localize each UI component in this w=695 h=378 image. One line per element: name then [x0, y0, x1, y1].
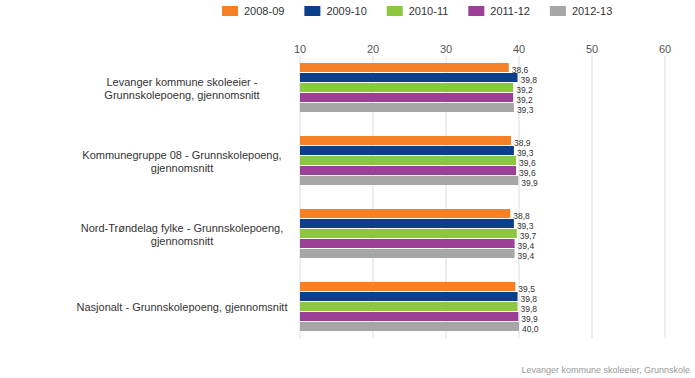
data-label: 39,8 — [521, 304, 538, 314]
tick-label: 40 — [513, 43, 525, 55]
data-label: 39,7 — [520, 231, 537, 241]
bar — [300, 239, 515, 248]
legend-label: 2011-12 — [490, 5, 530, 17]
category-line: Nasjonalt - Grunnskolepoeng, gjennomsnit… — [77, 301, 288, 313]
legend-entry: 2011-12 — [468, 5, 530, 17]
tick-label: 10 — [294, 43, 306, 55]
data-label: 39,5 — [518, 284, 535, 294]
bar — [300, 136, 511, 145]
bar — [300, 156, 516, 165]
bars — [300, 63, 519, 331]
legend-entry: 2009-10 — [304, 5, 366, 17]
category-label: Kommunegruppe 08 - Grunnskolepoeng,gjenn… — [82, 149, 281, 174]
tick-label: 20 — [367, 43, 379, 55]
tick-label: 30 — [440, 43, 452, 55]
bar — [300, 292, 518, 301]
data-label: 39,2 — [516, 85, 533, 95]
category-line: gjennomsnitt — [151, 162, 213, 174]
data-label: 39,3 — [517, 221, 534, 231]
bar — [300, 73, 518, 82]
data-label: 38,8 — [513, 211, 530, 221]
bar — [300, 103, 514, 112]
legend-entry: 2012-13 — [550, 5, 612, 17]
data-label: 39,4 — [518, 251, 535, 261]
legend-label: 2009-10 — [326, 5, 366, 17]
data-label: 38,9 — [514, 138, 531, 148]
grid-line — [592, 56, 593, 338]
data-label: 39,4 — [518, 241, 535, 251]
data-label: 39,9 — [521, 178, 538, 188]
data-label: 39,3 — [517, 105, 534, 115]
legend-label: 2010-11 — [409, 5, 449, 17]
data-label: 38,6 — [512, 65, 529, 75]
bar — [300, 166, 516, 175]
bar — [300, 219, 514, 228]
category-line: gjennomsnitt — [151, 235, 213, 247]
legend-entry: 2008-09 — [222, 5, 284, 17]
legend-label: 2012-13 — [572, 5, 612, 17]
category-line: Grunnskolepoeng, gjennomsnitt — [104, 89, 259, 101]
legend-swatch — [387, 6, 403, 16]
tick-label: 60 — [659, 43, 671, 55]
bar — [300, 63, 509, 72]
bar — [300, 83, 513, 92]
legend-entry: 2010-11 — [387, 5, 449, 17]
data-label: 39,3 — [517, 148, 534, 158]
category-line: Kommunegruppe 08 - Grunnskolepoeng, — [82, 149, 281, 161]
bar — [300, 146, 514, 155]
bar — [300, 312, 518, 321]
legend-swatch — [550, 6, 566, 16]
category-label: Nasjonalt - Grunnskolepoeng, gjennomsnit… — [77, 301, 288, 313]
bar — [300, 93, 513, 102]
tick-label: 50 — [586, 43, 598, 55]
source-note: Levanger kommune skoleeier, Grunnskole — [521, 365, 690, 375]
legend-swatch — [468, 6, 484, 16]
data-label: 40,0 — [522, 324, 539, 334]
bar — [300, 229, 517, 238]
bar — [300, 302, 518, 311]
bar — [300, 249, 515, 258]
legend-swatch — [222, 6, 238, 16]
chart: 10 20 30 40 50 60 2008-09 2009-10 2010-11 2011-12… — [0, 0, 695, 378]
legend-swatch — [304, 6, 320, 16]
data-label: 39,8 — [521, 75, 538, 85]
data-label: 39,8 — [521, 294, 538, 304]
category-label: Levanger kommune skoleeier -Grunnskolepo… — [104, 76, 259, 101]
data-label: 39,9 — [521, 314, 538, 324]
category-label: Nord-Trøndelag fylke - Grunnskolepoeng,g… — [81, 222, 284, 247]
data-label: 39,6 — [519, 168, 536, 178]
data-label: 39,6 — [519, 158, 536, 168]
category-line: Nord-Trøndelag fylke - Grunnskolepoeng, — [81, 222, 284, 234]
bar — [300, 209, 510, 218]
bar — [300, 322, 519, 331]
bar — [300, 176, 518, 185]
category-line: Levanger kommune skoleeier - — [106, 76, 257, 88]
bar — [300, 282, 515, 291]
grid-line — [665, 56, 666, 338]
legend-label: 2008-09 — [244, 5, 284, 17]
data-label: 39,2 — [516, 95, 533, 105]
